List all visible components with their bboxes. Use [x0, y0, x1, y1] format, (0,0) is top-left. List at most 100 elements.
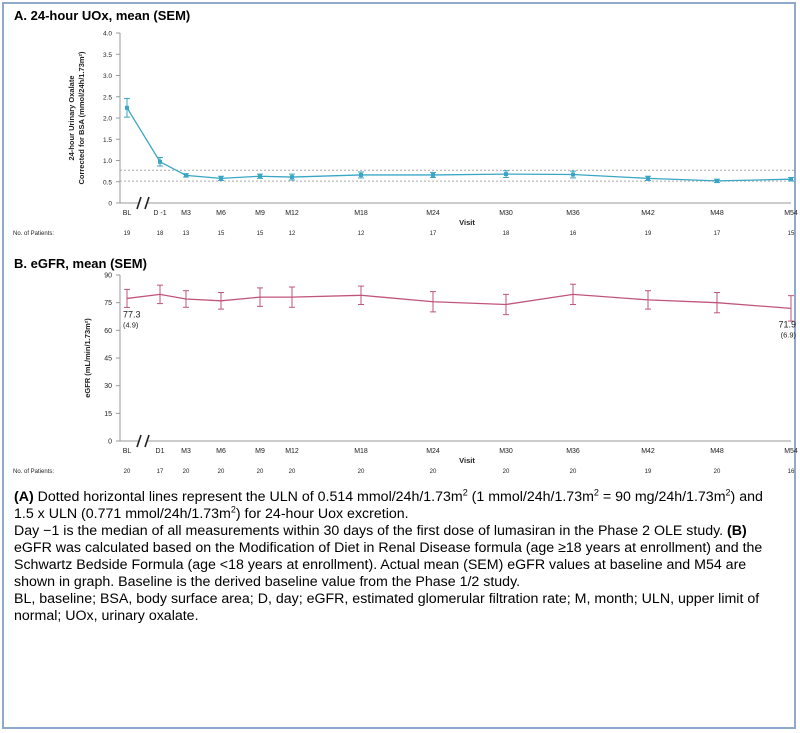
patient-count: 17: [157, 469, 164, 475]
caption-superscript: 2: [593, 487, 599, 498]
error-bar: [570, 283, 576, 306]
data-point: [184, 173, 188, 178]
y-tick-label: 30: [104, 383, 112, 390]
y-tick-label: 45: [104, 356, 112, 363]
x-tick-label: M30: [499, 448, 513, 455]
x-tick-label: M3: [181, 210, 191, 217]
patients-row-label: No. of Patients:: [13, 231, 54, 237]
x-tick-label: M3: [181, 448, 191, 455]
data-label-sem: (6.9): [781, 330, 797, 339]
x-tick-label: M9: [255, 210, 265, 217]
y-tick-label: 1.5: [103, 137, 112, 144]
data-point: [431, 172, 435, 177]
patient-count: 20: [570, 469, 577, 475]
data-point: [571, 172, 575, 177]
x-tick-label: M24: [426, 210, 440, 217]
data-label-sem: (4.9): [123, 320, 139, 329]
patient-count: 20: [358, 469, 365, 475]
error-bar: [430, 291, 436, 313]
error-bar: [503, 293, 509, 316]
caption-superscript: 2: [462, 487, 468, 498]
data-point: [359, 172, 363, 177]
y-tick-label: 15: [104, 411, 112, 418]
patient-count: 18: [503, 231, 510, 237]
data-point: [219, 176, 223, 181]
data-point: [646, 176, 650, 181]
x-tick-label: BL: [123, 210, 132, 217]
caption-text: Day −1 is the median of all measurements…: [14, 523, 728, 539]
caption-paragraph-day: Day −1 is the median of all measurements…: [14, 523, 784, 591]
axis-break: [136, 196, 150, 210]
caption-text: Dotted horizontal lines represent the UL…: [33, 489, 463, 505]
error-bar: [257, 287, 263, 307]
x-tick-label: M48: [710, 448, 724, 455]
x-tick-label: M30: [499, 210, 513, 217]
x-tick-label: M42: [641, 448, 655, 455]
x-axis-label: Visit: [459, 218, 475, 227]
error-bar: [157, 284, 163, 305]
uox-chart: 0 0.5 1.0 1.5 2.0 2.5 3.0 3.5 4.0 24-hour Urinary…: [13, 31, 798, 238]
x-tick-label: D -1: [153, 210, 166, 217]
x-tick-label: M6: [216, 210, 226, 217]
error-bar: [788, 295, 794, 322]
patient-count: 20: [289, 469, 296, 475]
patient-count: 19: [124, 231, 131, 237]
x-tick-label: D1: [156, 448, 165, 455]
error-bar: [358, 285, 364, 306]
caption-paragraph-a: (A) Dotted horizontal lines represent th…: [14, 487, 784, 523]
x-tick-label: M18: [354, 210, 368, 217]
patient-count: 15: [218, 231, 225, 237]
y-tick-label: 2.5: [103, 94, 112, 101]
x-tick-label: M54: [784, 210, 798, 217]
data-point: [258, 174, 262, 179]
patient-count: 15: [788, 231, 795, 237]
patient-count: 17: [714, 231, 721, 237]
x-tick-label: M42: [641, 210, 655, 217]
y-tick-label: 3.5: [103, 52, 112, 59]
y-tick-label: 3.0: [103, 73, 112, 80]
data-label: 71.9: [778, 319, 796, 329]
x-tick-label: M36: [566, 448, 580, 455]
patient-count: 17: [430, 231, 437, 237]
y-tick-label: 90: [104, 273, 112, 280]
x-tick-label: M24: [426, 448, 440, 455]
y-axis-label: eGFR (mL/min/1.73m²): [83, 318, 92, 398]
patient-count: 20: [124, 469, 131, 475]
data-label: 77.3: [123, 309, 141, 319]
x-tick-label: M9: [255, 448, 265, 455]
y-axis-label: 24-hour Urinary Oxalate: [67, 75, 76, 160]
patient-count: 20: [714, 469, 721, 475]
caption-abbreviations: BL, baseline; BSA, body surface area; D,…: [14, 591, 760, 624]
panel-b-title: B. eGFR, mean (SEM): [14, 256, 147, 271]
series-line: [126, 107, 792, 182]
x-tick-label: M18: [354, 448, 368, 455]
y-tick-label: 0: [108, 439, 112, 446]
data-point: [789, 177, 793, 182]
caption-superscript: 2: [230, 504, 236, 515]
patient-count: 16: [788, 469, 795, 475]
y-tick-label: 75: [104, 300, 112, 307]
data-point: [290, 175, 294, 180]
x-tick-label: M12: [285, 448, 299, 455]
error-bar: [183, 290, 189, 308]
patient-count: 20: [183, 469, 190, 475]
egfr-chart: 0 15 30 45 60 75 90 eGFR (mL/min/1.73m²) 77.3(4.…: [13, 273, 798, 476]
x-tick-label: BL: [123, 448, 132, 455]
caption-label-a: (A): [14, 489, 34, 505]
panel-a-title: A. 24-hour UOx, mean (SEM): [14, 8, 191, 23]
x-tick-label: M36: [566, 210, 580, 217]
x-tick-label: M12: [285, 210, 299, 217]
caption-superscript: 2: [725, 487, 731, 498]
patient-count: 20: [430, 469, 437, 475]
caption-text: (1 mmol/24h/1.73m: [467, 489, 594, 505]
y-tick-label: 2.0: [103, 116, 112, 123]
patient-count: 12: [289, 231, 296, 237]
x-tick-label: M54: [784, 448, 798, 455]
error-bar: [124, 288, 130, 308]
patient-count: 19: [645, 231, 652, 237]
error-bar: [645, 290, 651, 310]
data-point: [715, 178, 719, 183]
x-tick-label: M48: [710, 210, 724, 217]
x-axis-label: Visit: [459, 456, 475, 465]
